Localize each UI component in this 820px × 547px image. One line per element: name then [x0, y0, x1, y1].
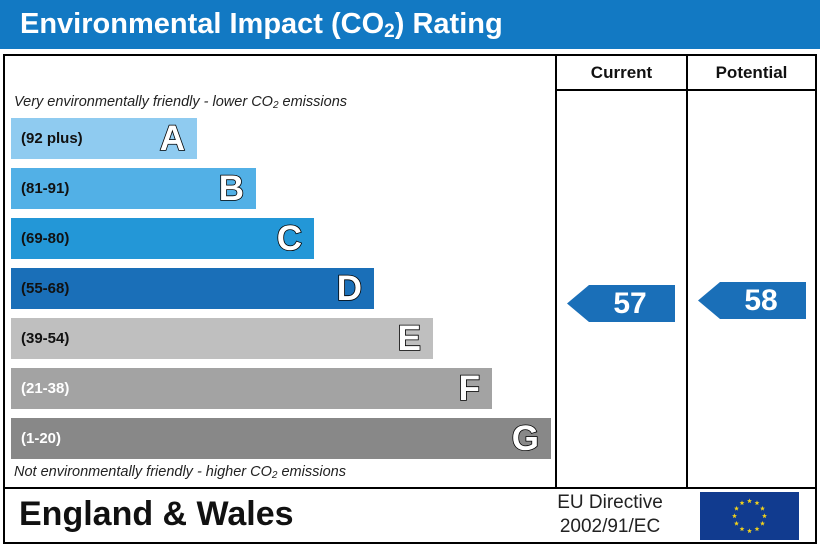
band-g: (1-20) G: [11, 418, 551, 459]
flag-star: [754, 500, 760, 506]
flag-star: [734, 505, 739, 511]
note-bottom-subscript: 2: [271, 470, 278, 481]
note-top-prefix: Very environmentally friendly - lower CO: [14, 94, 273, 110]
column-header-rule: [557, 89, 815, 91]
rating-table: Current Potential Very environmentally f…: [3, 54, 817, 544]
band-letter: A: [159, 118, 186, 159]
eu-flag-stars: [732, 498, 767, 534]
flag-star: [760, 505, 765, 511]
current-rating-arrow: 57: [567, 285, 675, 322]
note-bottom-suffix: emissions: [277, 464, 346, 480]
potential-rating-arrow: 58: [698, 282, 806, 319]
band-c: (69-80) C: [11, 218, 314, 259]
note-top: Very environmentally friendly - lower CO…: [14, 94, 347, 111]
directive-line-2: 2002/91/EC: [559, 516, 661, 537]
title-prefix: Environmental Impact (CO: [20, 8, 385, 40]
page-title: Environmental Impact (CO2) Rating: [0, 0, 820, 49]
flag-star: [739, 500, 745, 506]
title-suffix: ) Rating: [394, 8, 503, 40]
flag-star: [762, 513, 767, 519]
band-f: (21-38) F: [11, 368, 492, 409]
directive-line-1: EU Directive: [557, 492, 663, 513]
band-range: (55-68): [21, 280, 70, 297]
band-e: (39-54) E: [11, 318, 433, 359]
band-letter: E: [397, 318, 422, 359]
band-range: (39-54): [21, 330, 70, 347]
band-letter: C: [276, 218, 303, 259]
flag-star: [760, 520, 765, 526]
band-range: (81-91): [21, 180, 70, 197]
flag-star: [747, 498, 752, 504]
column-divider-potential: [686, 56, 688, 489]
note-bottom: Not environmentally friendly - higher CO…: [14, 464, 346, 481]
region-label: England & Wales: [19, 495, 294, 533]
band-range: (1-20): [21, 430, 62, 447]
note-top-subscript: 2: [272, 100, 279, 111]
flag-star: [754, 526, 760, 532]
column-header-potential: Potential: [715, 63, 788, 82]
note-top-suffix: emissions: [278, 94, 348, 110]
band-range: (69-80): [21, 230, 70, 247]
band-b: (81-91) B: [11, 168, 256, 209]
eu-flag-icon: [700, 492, 799, 540]
flag-star: [734, 520, 739, 526]
band-letter: G: [511, 418, 540, 459]
column-divider-current: [555, 56, 557, 489]
title-subscript: 2: [384, 21, 395, 42]
footer-rule: [5, 487, 815, 489]
column-header-current: Current: [590, 63, 653, 82]
band-letter: F: [458, 368, 481, 409]
band-range: (92 plus): [21, 130, 83, 147]
flag-star: [747, 528, 752, 534]
band-d: (55-68) D: [11, 268, 374, 309]
band-letter: B: [218, 168, 245, 209]
note-bottom-prefix: Not environmentally friendly - higher CO: [14, 464, 272, 480]
band-range: (21-38): [21, 380, 70, 397]
band-a: (92 plus) A: [11, 118, 197, 159]
band-letter: D: [336, 268, 363, 309]
flag-star: [739, 526, 745, 532]
flag-star: [732, 513, 737, 519]
